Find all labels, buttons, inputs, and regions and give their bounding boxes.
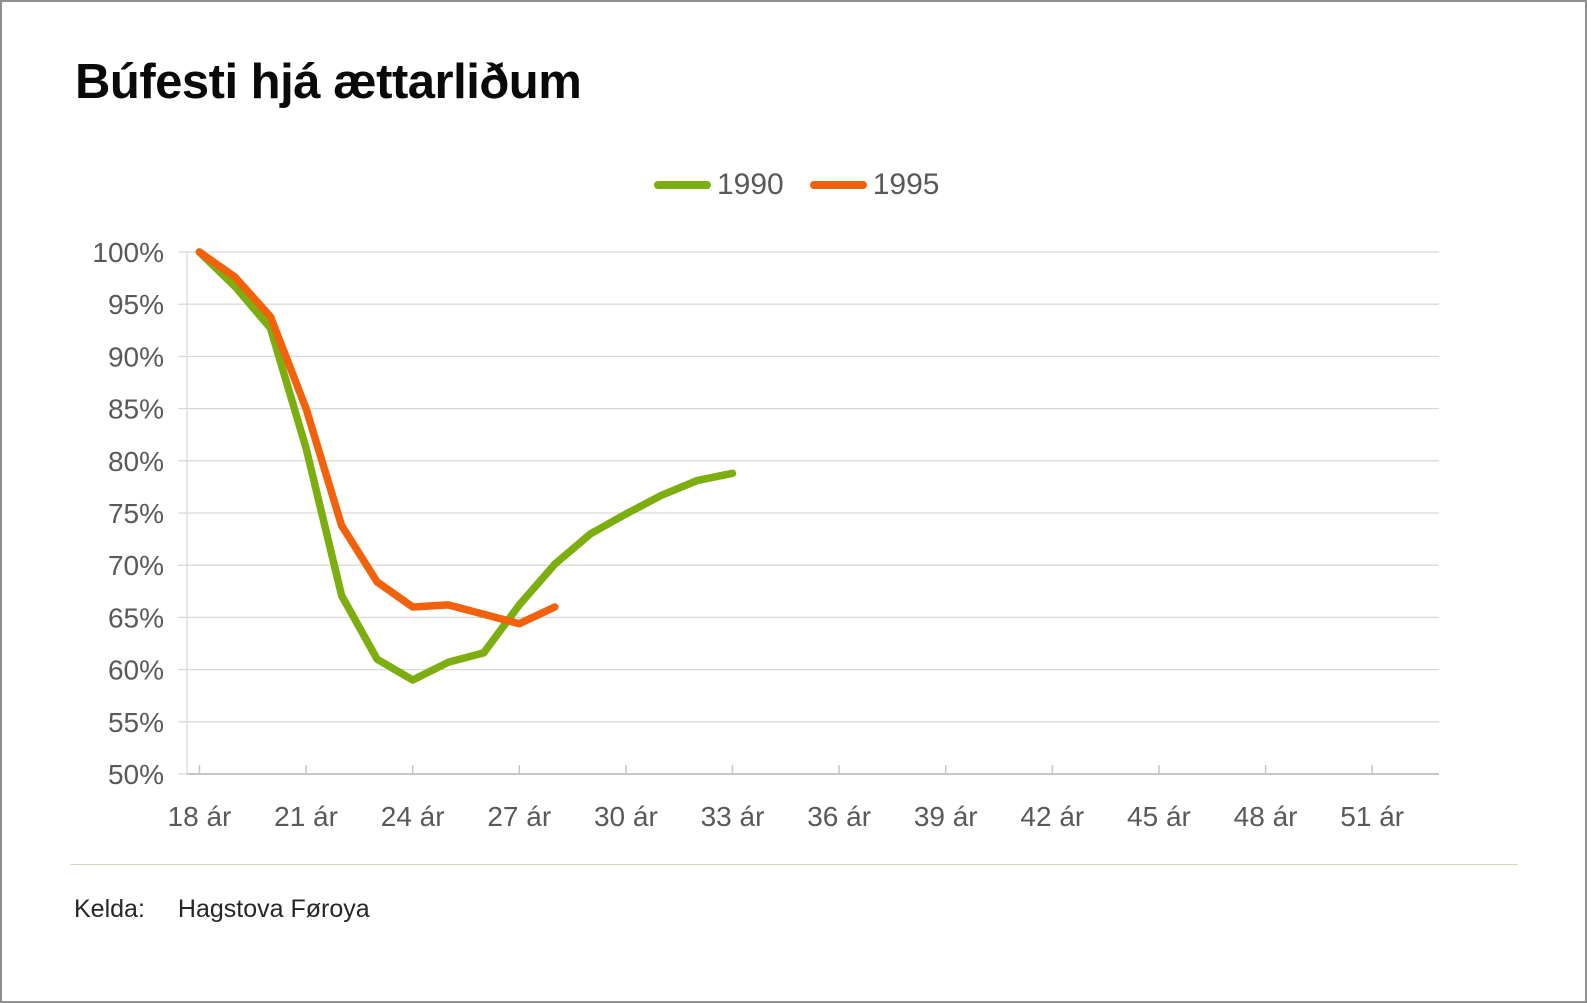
legend-label-1990: 1990 xyxy=(717,168,784,201)
x-axis-label: 51 ár xyxy=(1340,801,1404,832)
y-axis-label: 75% xyxy=(108,498,164,529)
legend-item-1990: 1990 xyxy=(654,170,784,200)
y-axis-label: 85% xyxy=(108,394,164,425)
x-axis-label: 24 ár xyxy=(381,801,445,832)
x-axis-label: 39 ár xyxy=(914,801,978,832)
source-note: Kelda: Hagstova Føroya xyxy=(74,895,370,924)
y-axis-label: 55% xyxy=(108,707,164,738)
x-axis-label: 21 ár xyxy=(274,801,338,832)
legend-swatch-1990 xyxy=(654,181,711,189)
x-axis-label: 36 ár xyxy=(807,801,871,832)
y-axis-label: 65% xyxy=(108,602,164,633)
source-value: Hagstova Føroya xyxy=(177,895,370,923)
legend-item-1995: 1995 xyxy=(809,168,940,201)
x-axis-label: 30 ár xyxy=(594,801,658,832)
y-axis-label: 70% xyxy=(108,550,164,581)
y-axis-label: 60% xyxy=(108,655,164,686)
x-axis-label: 48 ár xyxy=(1234,801,1298,832)
source-label: Kelda: xyxy=(74,895,145,923)
series-line-1995 xyxy=(195,248,559,628)
y-axis-label: 90% xyxy=(108,341,164,372)
footer-divider xyxy=(70,864,1518,865)
x-axis-label: 45 ár xyxy=(1127,801,1191,832)
x-axis-label: 18 ár xyxy=(168,801,232,832)
legend-label-1995: 1995 xyxy=(872,168,940,201)
y-axis-label: 80% xyxy=(108,446,164,477)
legend-swatch-1995 xyxy=(809,181,867,189)
x-axis-label: 42 ár xyxy=(1020,801,1084,832)
y-axis-label: 100% xyxy=(92,237,164,268)
legend: 1990 1995 xyxy=(654,170,940,200)
x-axis-label: 33 ár xyxy=(701,801,765,832)
x-axis-label: 27 ár xyxy=(487,801,551,832)
y-axis-label: 95% xyxy=(108,289,164,320)
chart-title: Búfesti hjá ættarliðum xyxy=(75,55,582,109)
series-line-1990 xyxy=(195,248,737,684)
y-axis-label: 50% xyxy=(108,759,164,790)
